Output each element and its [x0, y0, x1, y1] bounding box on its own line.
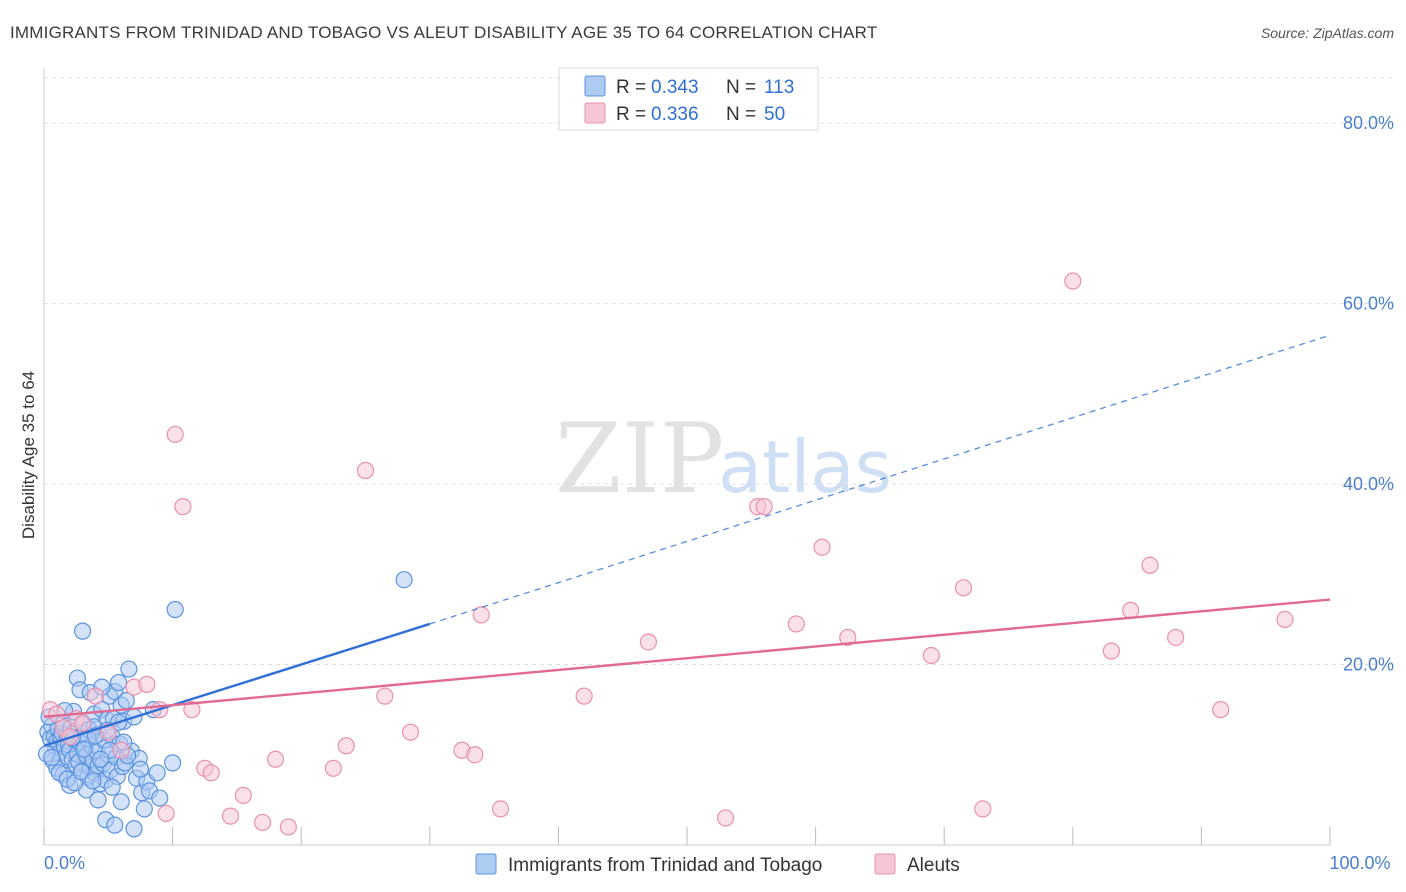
point-pink [466, 746, 484, 764]
point-pink [787, 615, 805, 633]
watermark: ZIP atlas [555, 403, 892, 515]
legend-top-r-value-pink: 0.336 [651, 104, 699, 125]
point-pink [157, 804, 175, 823]
point-blue [106, 816, 124, 834]
point-blue [103, 778, 121, 796]
point-pink [1122, 601, 1140, 619]
watermark-zip: ZIP [555, 403, 724, 515]
legend-bottom-swatch-blue [475, 853, 497, 875]
point-blue [151, 789, 169, 807]
x-tick-label: 100.0% [1329, 853, 1390, 873]
legend-top-swatch-blue [584, 75, 606, 97]
point-blue [75, 740, 93, 758]
trend-line-dashed-blue [429, 334, 1331, 625]
point-pink [73, 714, 92, 732]
point-blue [43, 748, 61, 767]
point-pink [1102, 642, 1120, 660]
point-pink [174, 498, 192, 516]
x-tick-labels: 0.0% 100.0% [44, 853, 1391, 873]
point-blue [84, 772, 102, 790]
legend-top-r-label-pink: R = [616, 104, 646, 125]
point-blue [73, 622, 92, 640]
point-pink [755, 498, 773, 516]
point-pink [376, 687, 394, 705]
point-blue [89, 791, 107, 809]
y-tick-labels: 20.0% 40.0% 60.0% 80.0% [1343, 113, 1394, 674]
trend-line-blue [43, 622, 431, 747]
point-pink [324, 759, 342, 777]
y-tick-label: 40.0% [1343, 474, 1394, 494]
point-pink [1141, 556, 1159, 574]
point-pink [183, 701, 201, 719]
legend-bottom-label-pink: Aleuts [907, 855, 960, 876]
legend-top: R = 0.343 N = 113 R = 0.336 N = 50 [558, 67, 819, 131]
point-pink [138, 675, 156, 693]
point-pink [1064, 272, 1082, 290]
legend-top-n-label-pink: N = [726, 104, 756, 125]
point-pink [922, 646, 940, 665]
legend-top-n-label-blue: N = [726, 77, 756, 98]
legend-top-n-value-blue: 113 [764, 77, 794, 98]
point-pink [279, 818, 297, 836]
point-pink [639, 633, 658, 651]
legend-top-r-label-blue: R = [616, 77, 646, 98]
point-pink [266, 750, 285, 768]
point-pink [86, 687, 105, 705]
point-pink [401, 723, 420, 741]
point-blue [112, 793, 130, 811]
point-blue [91, 750, 110, 768]
point-pink [491, 800, 510, 818]
chart-title: IMMIGRANTS FROM TRINIDAD AND TOBAGO VS A… [10, 23, 877, 42]
point-pink [254, 813, 272, 832]
point-pink [1276, 610, 1294, 629]
point-blue [164, 754, 182, 772]
legend-bottom-label-blue: Immigrants from Trinidad and Tobago [508, 855, 822, 876]
point-pink [234, 786, 252, 804]
point-pink [112, 741, 130, 759]
gridlines [44, 77, 1394, 666]
legend-top-swatch-pink [584, 102, 606, 124]
point-pink [221, 807, 240, 825]
point-blue [120, 660, 138, 678]
point-blue [125, 820, 143, 838]
point-pink [954, 579, 973, 597]
scatter-points [37, 272, 1294, 838]
watermark-atlas: atlas [718, 425, 892, 509]
point-pink [1167, 628, 1185, 647]
point-pink [166, 425, 184, 444]
y-axis-label: Disability Age 35 to 64 [19, 371, 38, 539]
legend-bottom: Immigrants from Trinidad and Tobago Aleu… [475, 853, 960, 876]
legend-top-n-value-pink: 50 [764, 104, 785, 125]
legend-top-r-value-blue: 0.343 [651, 77, 699, 98]
point-blue [131, 760, 150, 778]
trend-lines [43, 334, 1331, 747]
y-tick-label: 20.0% [1343, 655, 1394, 675]
point-blue [109, 673, 128, 692]
point-pink [716, 809, 735, 827]
point-pink [1212, 701, 1230, 719]
point-pink [813, 538, 831, 556]
y-tick-label: 80.0% [1343, 113, 1394, 133]
point-pink [575, 687, 593, 705]
x-tick-label: 0.0% [44, 853, 85, 873]
point-pink [356, 461, 375, 480]
point-pink [337, 737, 355, 755]
point-pink [839, 628, 857, 647]
point-blue [135, 800, 153, 818]
point-pink [202, 764, 220, 782]
point-pink [974, 800, 992, 818]
point-blue [166, 600, 184, 619]
point-blue [395, 571, 413, 589]
chart-source: Source: ZipAtlas.com [1261, 25, 1394, 41]
trend-line-pink [43, 598, 1331, 719]
point-pink [472, 606, 490, 624]
y-tick-label: 60.0% [1343, 294, 1394, 314]
point-blue [72, 763, 90, 781]
point-blue [148, 764, 166, 782]
legend-bottom-swatch-pink [874, 853, 896, 875]
